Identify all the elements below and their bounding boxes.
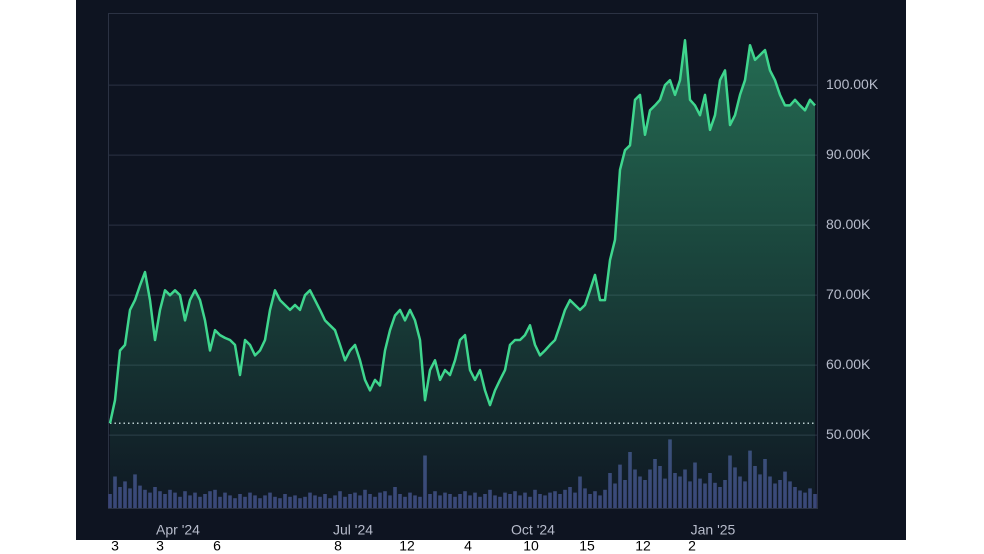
plot-frame xyxy=(108,13,818,509)
y-tick-label: 80.00K xyxy=(826,216,871,232)
footer-label: 3 xyxy=(156,538,164,554)
footer-label: 3 xyxy=(111,538,119,554)
x-tick-label: Jan '25 xyxy=(691,522,736,538)
price-line xyxy=(108,39,816,424)
footer-label: 2 xyxy=(688,538,696,554)
footer-label: 8 xyxy=(334,538,342,554)
footer-label: 10 xyxy=(523,538,539,554)
area-fill xyxy=(110,40,815,509)
footer-label: 12 xyxy=(635,538,651,554)
y-tick-label: 70.00K xyxy=(826,286,871,302)
x-tick-label: Apr '24 xyxy=(156,522,200,538)
y-tick-label: 50.00K xyxy=(826,426,871,442)
y-tick-label: 60.00K xyxy=(826,356,871,372)
footer-label: 15 xyxy=(579,538,595,554)
footer-label: 6 xyxy=(213,538,221,554)
footer-label: 12 xyxy=(399,538,415,554)
y-tick-label: 90.00K xyxy=(826,146,871,162)
footer-label: 4 xyxy=(464,538,472,554)
x-tick-label: Jul '24 xyxy=(333,522,373,538)
x-tick-label: Oct '24 xyxy=(511,522,555,538)
y-tick-label: 100.00K xyxy=(826,76,879,92)
